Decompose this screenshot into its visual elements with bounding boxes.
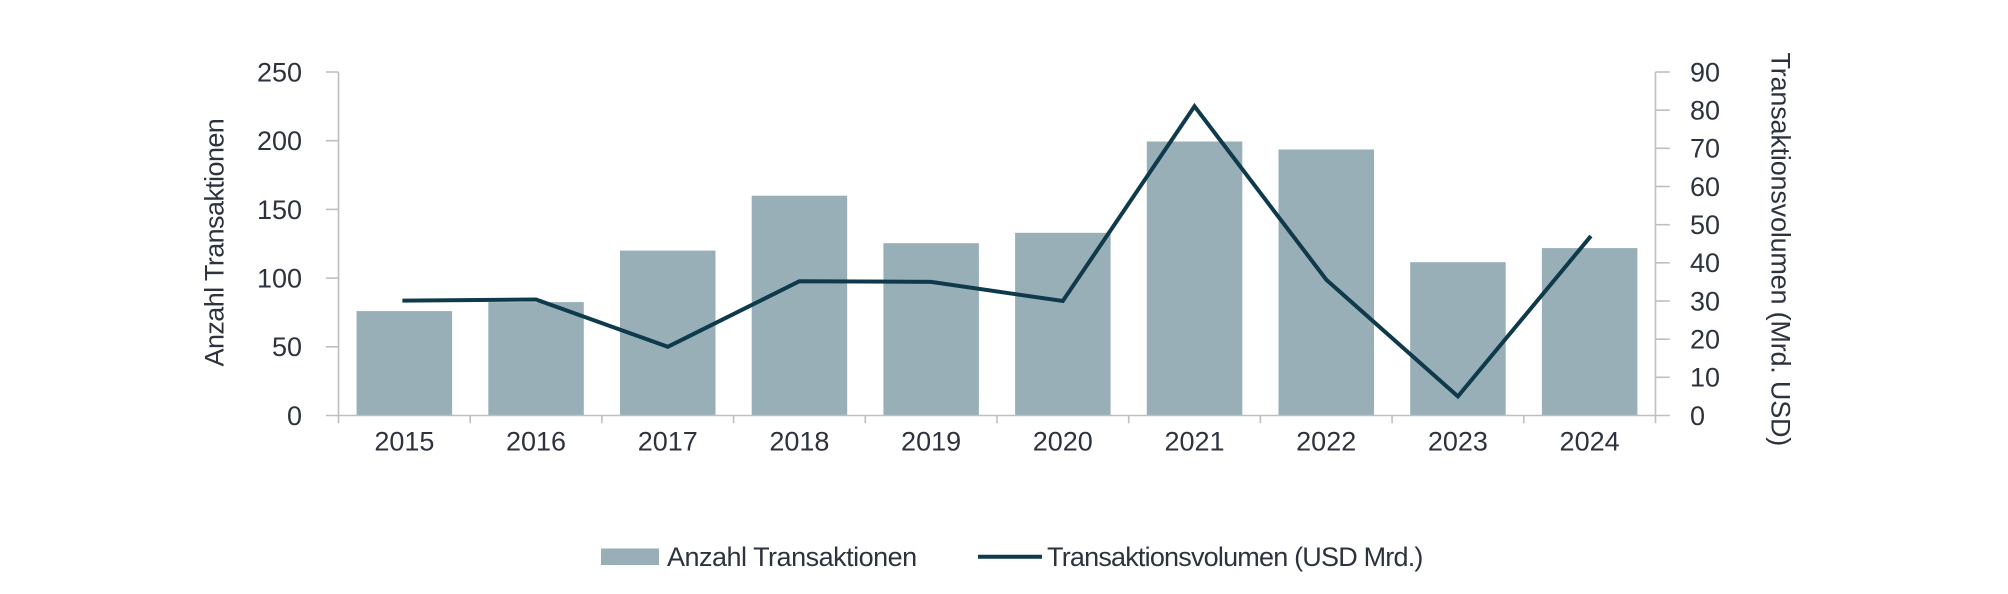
- svg-text:90: 90: [1690, 57, 1720, 87]
- svg-text:40: 40: [1690, 248, 1720, 278]
- svg-text:80: 80: [1690, 96, 1720, 126]
- svg-text:2017: 2017: [638, 426, 698, 456]
- svg-text:2020: 2020: [1033, 426, 1093, 456]
- svg-text:Anzahl Transaktionen: Anzahl Transaktionen: [667, 542, 917, 572]
- svg-text:2018: 2018: [769, 426, 829, 456]
- svg-text:2015: 2015: [374, 426, 434, 456]
- svg-text:50: 50: [272, 332, 302, 362]
- svg-text:200: 200: [257, 126, 302, 156]
- svg-text:Transaktionsvolumen (USD Mrd.): Transaktionsvolumen (USD Mrd.): [1047, 542, 1423, 572]
- svg-text:150: 150: [257, 195, 302, 225]
- svg-text:70: 70: [1690, 134, 1720, 164]
- svg-text:2019: 2019: [901, 426, 961, 456]
- svg-text:2022: 2022: [1296, 426, 1356, 456]
- svg-text:2023: 2023: [1428, 426, 1488, 456]
- svg-text:100: 100: [257, 264, 302, 294]
- svg-text:2021: 2021: [1164, 426, 1224, 456]
- svg-text:0: 0: [287, 401, 302, 431]
- svg-text:60: 60: [1690, 172, 1720, 202]
- svg-text:20: 20: [1690, 325, 1720, 355]
- svg-text:250: 250: [257, 57, 302, 87]
- svg-text:50: 50: [1690, 210, 1720, 240]
- svg-text:0: 0: [1690, 401, 1705, 431]
- svg-text:30: 30: [1690, 286, 1720, 316]
- svg-text:2016: 2016: [506, 426, 566, 456]
- svg-text:Anzahl Transaktionen: Anzahl Transaktionen: [200, 119, 230, 367]
- svg-text:10: 10: [1690, 363, 1720, 393]
- svg-text:2024: 2024: [1560, 426, 1620, 456]
- svg-text:Transaktionsvolumen (Mrd. USD): Transaktionsvolumen (Mrd. USD): [1766, 52, 1796, 446]
